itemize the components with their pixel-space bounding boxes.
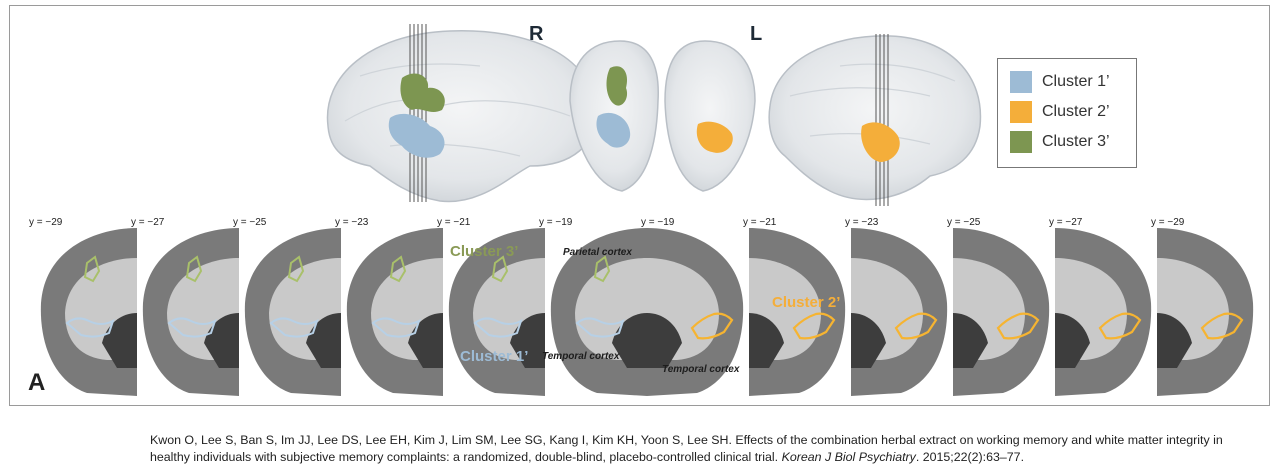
slice-label: y = −29 (1151, 217, 1185, 228)
slice-label: y = −27 (1049, 217, 1083, 228)
right-lateral-brain (326, 24, 597, 203)
brain-3d-renderings (326, 24, 982, 206)
annotation-cluster-1: Cluster 1’ (460, 348, 529, 365)
annotation-cluster-3: Cluster 3’ (450, 243, 519, 260)
slice-label: y = −23 (845, 217, 879, 228)
legend-label: Cluster 3’ (1042, 133, 1110, 150)
citation-details: . 2015;22(2):63–77. (915, 450, 1025, 464)
legend-item-cluster-2: Cluster 2’ (1010, 101, 1110, 123)
hemisphere-label-left: L (750, 23, 763, 45)
panel-letter: A (28, 369, 46, 396)
legend-swatch (1010, 131, 1032, 153)
legend-swatch (1010, 71, 1032, 93)
coronal-slice (545, 218, 647, 403)
legend-swatch (1010, 101, 1032, 123)
coronal-slice (851, 218, 953, 403)
legend-label: Cluster 2’ (1042, 103, 1110, 120)
coronal-slice (239, 218, 341, 403)
legend-item-cluster-3: Cluster 3’ (1010, 131, 1110, 153)
coronal-slice (749, 218, 851, 403)
coronal-slice (647, 218, 749, 403)
slice-label: y = −25 (233, 217, 267, 228)
coronal-slice (341, 218, 443, 403)
coronal-slice (137, 218, 239, 403)
annotation-parietal-cortex: Parietal cortex (563, 247, 632, 258)
hemisphere-label-right: R (529, 23, 544, 45)
left-lateral-brain (768, 34, 982, 206)
coronal-slice (1055, 218, 1157, 403)
coronal-slice (1157, 218, 1259, 403)
cluster-legend: Cluster 1’ Cluster 2’ Cluster 3’ (997, 58, 1137, 168)
frontal-brain-pair (569, 40, 756, 192)
coronal-slice (953, 218, 1055, 403)
slice-label: y = −23 (335, 217, 369, 228)
annotation-temporal-cortex-left: Temporal cortex (662, 364, 740, 375)
slice-label: y = −21 (437, 217, 471, 228)
slice-label: y = −21 (743, 217, 777, 228)
citation-journal: Korean J Biol Psychiatry (781, 450, 916, 464)
figure-panel: R L Cluster 1’ Cluster 2’ Cluster 3’ y =… (9, 5, 1270, 406)
legend-item-cluster-1: Cluster 1’ (1010, 71, 1110, 93)
slice-label: y = −27 (131, 217, 165, 228)
legend-label: Cluster 1’ (1042, 73, 1110, 90)
annotation-cluster-2: Cluster 2’ (772, 294, 841, 311)
slice-label: y = −25 (947, 217, 981, 228)
slice-label: y = −29 (29, 217, 63, 228)
annotation-temporal-cortex-right: Temporal cortex (542, 351, 620, 362)
citation: Kwon O, Lee S, Ban S, Im JJ, Lee DS, Lee… (150, 432, 1240, 466)
coronal-slice (35, 218, 137, 403)
citation-authors-title: Kwon O, Lee S, Ban S, Im JJ, Lee DS, Lee… (150, 433, 1223, 464)
coronal-slices (35, 218, 1259, 403)
slice-label: y = −19 (641, 217, 675, 228)
slice-label: y = −19 (539, 217, 573, 228)
coronal-slice (443, 218, 545, 403)
